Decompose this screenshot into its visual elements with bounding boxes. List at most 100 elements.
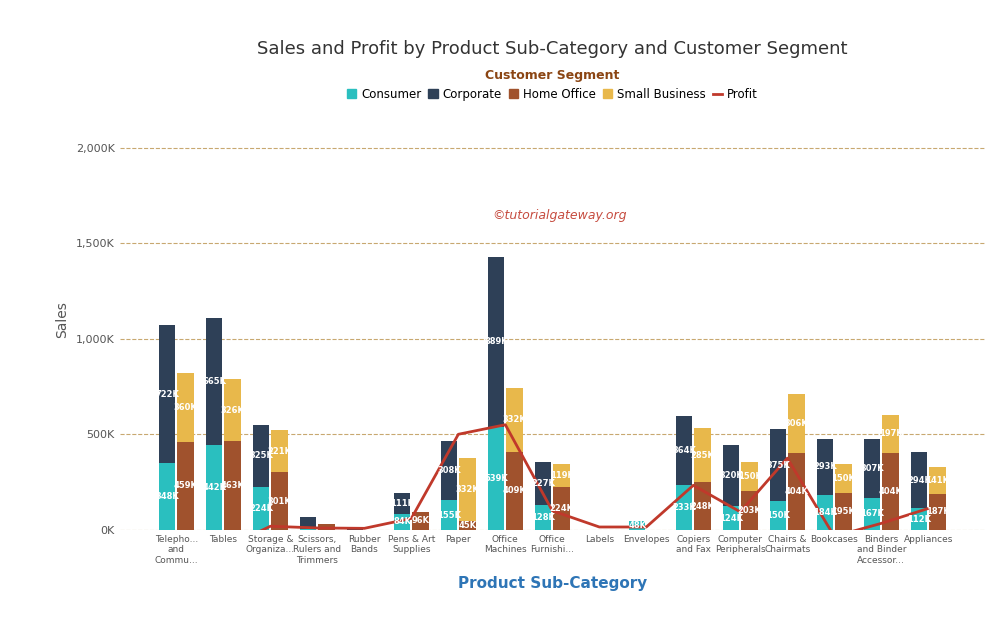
Bar <box>488 257 504 427</box>
Bar <box>676 485 692 530</box>
Bar <box>206 318 222 446</box>
Text: 150K: 150K <box>832 474 855 483</box>
Text: 221K: 221K <box>268 447 292 455</box>
Text: 197K: 197K <box>879 430 902 438</box>
Text: 332K: 332K <box>456 485 479 494</box>
Bar <box>394 514 410 530</box>
Text: 364K: 364K <box>672 446 696 455</box>
Text: 150K: 150K <box>766 511 790 520</box>
Text: 224K: 224K <box>550 504 574 513</box>
Text: 308K: 308K <box>437 467 461 475</box>
Bar <box>788 394 805 452</box>
Title: Sales and Profit by Product Sub-Category and Customer Segment: Sales and Profit by Product Sub-Category… <box>257 40 848 57</box>
Bar <box>535 506 551 530</box>
Text: 233K: 233K <box>672 503 696 512</box>
Bar <box>929 494 946 530</box>
Text: 722K: 722K <box>155 390 179 399</box>
Bar <box>206 446 222 530</box>
Bar <box>929 467 946 494</box>
Bar <box>535 462 551 506</box>
Bar <box>271 472 288 530</box>
Bar <box>394 493 410 514</box>
Bar <box>770 501 786 530</box>
Bar <box>911 452 927 509</box>
Text: 409K: 409K <box>503 486 526 495</box>
Text: 128K: 128K <box>531 513 555 522</box>
Bar <box>318 524 335 530</box>
Bar <box>224 441 241 530</box>
Text: 96K: 96K <box>412 516 430 525</box>
Text: 459K: 459K <box>174 481 198 491</box>
Bar <box>412 512 429 530</box>
Bar <box>864 439 880 498</box>
Text: 224K: 224K <box>249 504 273 513</box>
Text: 463K: 463K <box>221 481 244 490</box>
Text: 141K: 141K <box>925 476 949 485</box>
Bar <box>177 442 194 530</box>
Text: 227K: 227K <box>531 479 555 488</box>
Text: 45K: 45K <box>458 521 477 530</box>
Bar <box>177 373 194 442</box>
Text: 325K: 325K <box>249 452 273 460</box>
Bar <box>224 379 241 441</box>
Bar <box>300 528 316 530</box>
Text: 375K: 375K <box>766 461 790 470</box>
Text: 294K: 294K <box>907 476 931 485</box>
Text: 293K: 293K <box>813 462 837 471</box>
Text: 112K: 112K <box>907 515 931 523</box>
Text: 248K: 248K <box>691 502 714 510</box>
Bar <box>770 430 786 501</box>
Text: 124K: 124K <box>719 514 743 522</box>
Bar <box>723 506 739 530</box>
Text: 150K: 150K <box>738 472 761 481</box>
Bar <box>694 428 711 483</box>
Bar <box>835 493 852 530</box>
Text: 306K: 306K <box>785 419 808 428</box>
Bar <box>788 452 805 530</box>
Bar <box>253 425 269 487</box>
Bar <box>676 416 692 485</box>
Text: 404K: 404K <box>785 487 808 496</box>
Bar <box>506 388 523 452</box>
Text: 111K: 111K <box>390 499 414 508</box>
Text: 187K: 187K <box>926 507 949 517</box>
Text: 155K: 155K <box>437 510 461 520</box>
Bar <box>271 430 288 472</box>
Bar <box>459 458 476 521</box>
Bar <box>835 464 852 493</box>
Bar <box>159 325 175 464</box>
Bar <box>553 487 570 530</box>
Text: 203K: 203K <box>738 506 761 515</box>
Text: 285K: 285K <box>691 451 714 460</box>
Text: 48K: 48K <box>628 521 646 530</box>
Text: 332K: 332K <box>503 415 526 425</box>
Text: 184K: 184K <box>813 508 837 517</box>
Bar <box>882 452 899 530</box>
Text: 665K: 665K <box>202 378 226 386</box>
Bar <box>253 487 269 530</box>
X-axis label: Product Sub-Category: Product Sub-Category <box>458 575 647 591</box>
Bar <box>911 509 927 530</box>
Bar <box>817 494 833 530</box>
Bar <box>506 452 523 530</box>
Bar <box>694 483 711 530</box>
Bar <box>629 521 645 530</box>
Text: 301K: 301K <box>268 497 291 506</box>
Bar <box>723 445 739 506</box>
Text: 889K: 889K <box>484 337 508 346</box>
Text: 360K: 360K <box>174 403 197 412</box>
Text: ©tutorialgateway.org: ©tutorialgateway.org <box>492 209 626 222</box>
Legend: Consumer, Corporate, Home Office, Small Business, Profit: Consumer, Corporate, Home Office, Small … <box>344 67 760 103</box>
Bar <box>817 439 833 494</box>
Bar <box>459 521 476 530</box>
Text: 167K: 167K <box>860 509 884 519</box>
Bar <box>864 498 880 530</box>
Text: 539K: 539K <box>484 474 508 483</box>
Bar <box>441 441 457 500</box>
Text: 348K: 348K <box>155 492 179 501</box>
Y-axis label: Sales: Sales <box>55 301 69 338</box>
Bar <box>488 427 504 530</box>
Text: 404K: 404K <box>879 487 902 496</box>
Text: 307K: 307K <box>860 464 884 473</box>
Text: 320K: 320K <box>719 471 743 480</box>
